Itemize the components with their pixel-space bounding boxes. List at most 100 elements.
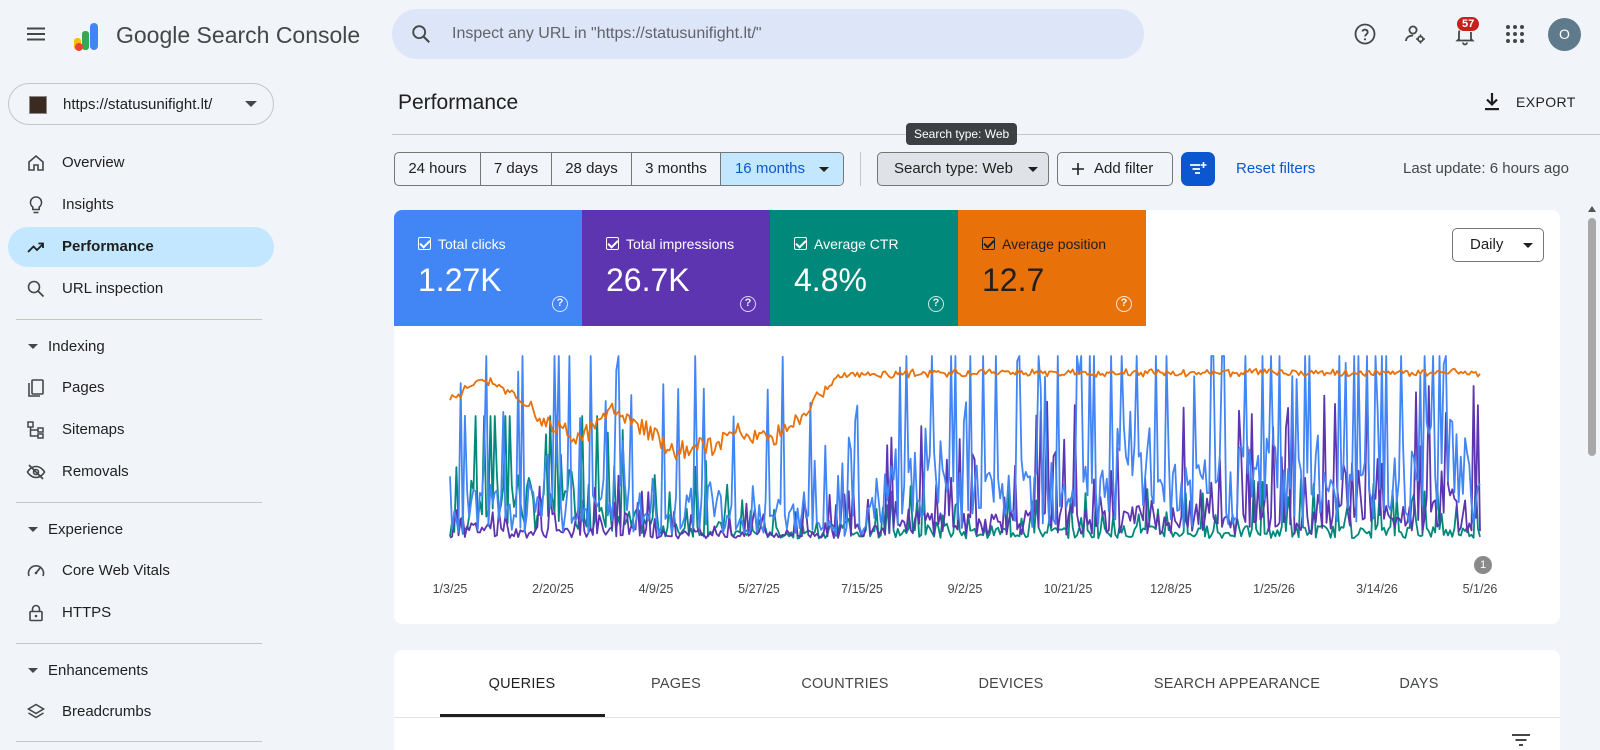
lock-icon <box>29 604 43 622</box>
x-tick-label: 3/14/26 <box>1356 582 1398 596</box>
speedometer-icon <box>27 565 45 577</box>
export-label: EXPORT <box>1516 94 1576 110</box>
range-16-months-label: 16 months <box>734 160 806 177</box>
tab-devices[interactable]: DEVICES <box>978 676 1044 692</box>
sidebar-item-core-web-vitals[interactable]: Core Web Vitals <box>8 551 274 591</box>
trending-up-icon <box>27 242 44 253</box>
range-24-hours[interactable]: 24 hours <box>395 153 481 185</box>
sidebar-divider <box>16 502 262 503</box>
sidebar-item-label: URL inspection <box>62 280 164 297</box>
metric-value: 26.7K <box>606 262 690 298</box>
sidebar-item-url-inspection[interactable]: URL inspection <box>8 269 274 309</box>
app-brand: Google Search Console <box>116 22 361 48</box>
plus-icon <box>1072 163 1084 175</box>
section-label: Enhancements <box>48 662 149 679</box>
metric-label: Average CTR <box>814 236 899 252</box>
annotation-badge[interactable]: 1 <box>1474 556 1492 574</box>
url-inspect-input[interactable] <box>452 9 1112 59</box>
page-scrollbar[interactable] <box>1584 204 1600 750</box>
section-label: Indexing <box>48 338 105 355</box>
help-icon[interactable]: ? <box>552 296 568 312</box>
granularity-select[interactable]: Daily <box>1452 228 1544 262</box>
scroll-up-arrow-icon[interactable] <box>1588 206 1596 212</box>
help-icon[interactable]: ? <box>928 296 944 312</box>
search-icon <box>27 280 45 298</box>
sidebar-item-sitemaps[interactable]: Sitemaps <box>8 410 274 450</box>
metric-total-impressions[interactable]: Total impressions 26.7K ? <box>582 210 770 326</box>
reset-filters-link[interactable]: Reset filters <box>1236 160 1316 177</box>
sidebar-item-overview[interactable]: Overview <box>8 143 274 183</box>
sidebar-item-label: Performance <box>62 238 154 255</box>
metric-value: 12.7 <box>982 262 1045 298</box>
apps-grid-icon[interactable] <box>1503 22 1527 46</box>
x-tick-label: 9/2/25 <box>948 582 983 596</box>
x-tick-label: 5/27/25 <box>738 582 780 596</box>
metric-average-ctr[interactable]: Average CTR 4.8% ? <box>770 210 958 326</box>
sidebar-item-label: Sitemaps <box>62 421 125 438</box>
metric-total-clicks[interactable]: Total clicks 1.27K ? <box>394 210 582 326</box>
sidebar-divider <box>16 319 262 320</box>
tab-pages[interactable]: PAGES <box>651 676 701 692</box>
dimension-tabs-card: QUERIES PAGES COUNTRIES DEVICES SEARCH A… <box>394 650 1560 750</box>
x-tick-label: 12/8/25 <box>1150 582 1192 596</box>
help-icon[interactable]: ? <box>740 296 756 312</box>
metric-value: 4.8% <box>794 262 867 298</box>
chevron-down-icon <box>1523 243 1533 248</box>
x-tick-label: 1/3/25 <box>433 582 468 596</box>
search-icon <box>412 25 430 43</box>
filter-list-icon <box>1190 162 1207 174</box>
account-avatar[interactable]: O <box>1548 18 1581 51</box>
sidebar-item-performance[interactable]: Performance <box>8 227 274 267</box>
pages-icon <box>28 379 44 397</box>
help-icon[interactable] <box>1353 22 1377 46</box>
help-icon[interactable]: ? <box>1116 296 1132 312</box>
tab-days[interactable]: DAYS <box>1399 676 1439 692</box>
sitemap-icon <box>27 421 44 439</box>
checkbox-icon[interactable] <box>794 237 807 250</box>
checkbox-icon[interactable] <box>418 237 431 250</box>
sidebar-item-label: Removals <box>62 463 129 480</box>
search-type-tooltip: Search type: Web <box>906 123 1018 145</box>
filter-rows-icon[interactable] <box>1510 732 1532 748</box>
checkbox-icon[interactable] <box>606 237 619 250</box>
metric-average-position[interactable]: Average position 12.7 ? <box>958 210 1146 326</box>
url-inspect-search[interactable] <box>392 9 1144 59</box>
sidebar-item-insights[interactable]: Insights <box>8 185 274 225</box>
range-16-months[interactable]: 16 months <box>721 153 843 185</box>
property-url: https://statusunifight.lt/ <box>63 96 213 113</box>
sidebar-item-label: Pages <box>62 379 105 396</box>
search-type-filter[interactable]: Search type: Web <box>877 152 1049 186</box>
chevron-down-icon <box>1028 167 1038 172</box>
range-28-days[interactable]: 28 days <box>552 153 632 185</box>
range-3-months[interactable]: 3 months <box>632 153 721 185</box>
notification-count-badge: 57 <box>1456 16 1481 32</box>
menu-icon[interactable] <box>24 22 48 46</box>
range-7-days[interactable]: 7 days <box>481 153 552 185</box>
tabs-divider <box>394 717 1560 718</box>
tab-queries[interactable]: QUERIES <box>488 676 556 692</box>
sidebar-item-removals[interactable]: Removals <box>8 452 274 492</box>
x-tick-label: 10/21/25 <box>1044 582 1093 596</box>
last-update-text: Last update: 6 hours ago <box>1403 160 1569 177</box>
section-label: Experience <box>48 521 124 538</box>
property-selector[interactable]: https://statusunifight.lt/ <box>8 83 274 125</box>
sidebar-item-pages[interactable]: Pages <box>8 368 274 408</box>
filter-settings-button[interactable] <box>1181 152 1215 186</box>
page-title: Performance <box>398 91 519 114</box>
sidebar-item-label: Breadcrumbs <box>62 703 152 720</box>
scrollbar-thumb[interactable] <box>1588 218 1596 456</box>
sidebar-divider <box>16 643 262 644</box>
sidebar-divider <box>16 741 262 742</box>
series-line-average-position <box>449 367 1481 461</box>
search-console-logo-icon <box>74 23 98 51</box>
metric-label: Total impressions <box>626 236 735 252</box>
sidebar-item-breadcrumbs[interactable]: Breadcrumbs <box>8 692 274 732</box>
caret-down-icon <box>28 344 38 349</box>
sidebar-item-https[interactable]: HTTPS <box>8 593 274 633</box>
manage-users-icon[interactable] <box>1403 22 1427 46</box>
tab-countries[interactable]: COUNTRIES <box>801 676 889 692</box>
add-filter-button[interactable]: Add filter <box>1057 152 1173 186</box>
checkbox-icon[interactable] <box>982 237 995 250</box>
granularity-label: Daily <box>1470 236 1504 253</box>
tab-search-appearance[interactable]: SEARCH APPEARANCE <box>1153 676 1321 692</box>
